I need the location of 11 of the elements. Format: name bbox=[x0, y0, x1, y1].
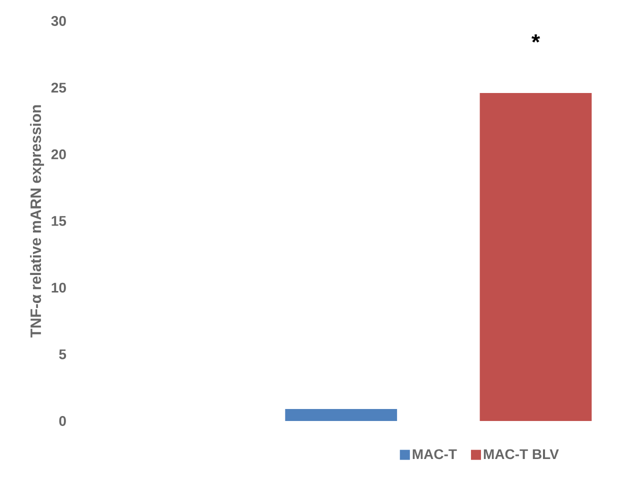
y-axis-title: TNF-α relative mARN expression bbox=[30, 105, 44, 338]
y-tick-label: 30 bbox=[51, 16, 66, 26]
y-tick-label: 5 bbox=[59, 349, 66, 360]
y-tick-label: 25 bbox=[51, 82, 66, 93]
y-tick-label: 20 bbox=[51, 149, 66, 160]
y-tick-label: 0 bbox=[59, 416, 66, 426]
legend-label: MAC-T bbox=[412, 449, 457, 460]
legend-label: MAC-T BLV bbox=[484, 449, 559, 460]
annotation: * bbox=[532, 34, 540, 43]
y-tick-label: 15 bbox=[52, 216, 66, 226]
y-tick-label: 10 bbox=[52, 282, 66, 293]
